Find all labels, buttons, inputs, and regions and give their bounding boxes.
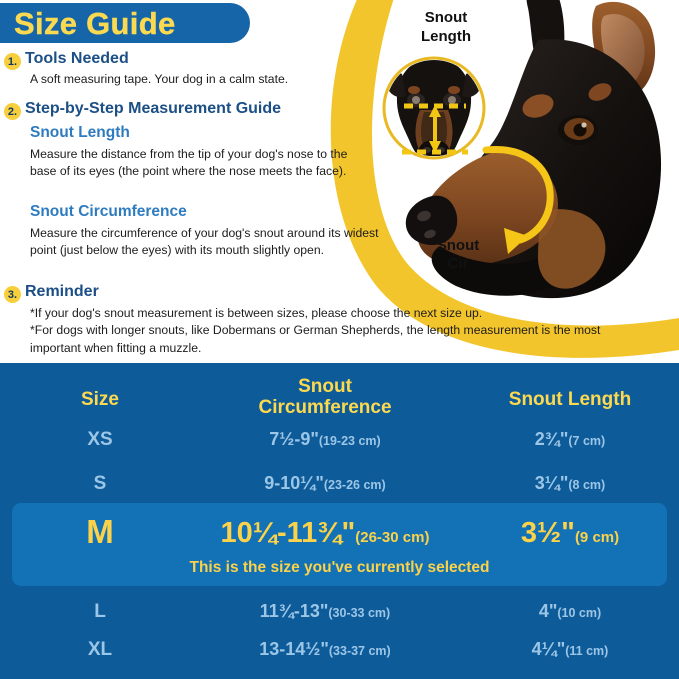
step-2-title: Step-by-Step Measurement Guide [25, 100, 282, 117]
instructions-section: Size Guide 1. Tools Needed A soft measur… [0, 0, 679, 358]
table-row-m-selected[interactable]: M 10¼-11¾"(26-30 cm) 3½"(9 cm) This is t… [12, 503, 667, 586]
reminder-note-1: *If your dog's snout measurement is betw… [30, 306, 483, 320]
row-s-length: 3¼"(8 cm) [470, 473, 670, 494]
row-s-circ-value: 9-10¼" [264, 473, 324, 493]
reminder-note-2: *For dogs with longer snouts, like Dober… [30, 323, 601, 355]
dog-photo-illustration: Snout Cir [352, 0, 679, 300]
snout-circumference-arrow [482, 146, 554, 254]
table-row-xl[interactable]: XL 13-14½"(33-37 cm) 4¼"(11 cm) [0, 639, 679, 675]
row-m-circ-cm: (26-30 cm) [355, 529, 430, 546]
row-xs-circumference: 7½-9"(19-23 cm) [195, 429, 455, 450]
step-3-badge: 3. [4, 286, 21, 303]
row-l-circ-value: 11¾-13" [259, 601, 329, 621]
row-xs-circ-value: 7½-9" [269, 429, 319, 449]
row-xl-length: 4¼"(11 cm) [470, 639, 670, 660]
row-xl-len-value: 4¼" [531, 639, 566, 659]
page-title: Size Guide [14, 5, 176, 41]
row-m-len-cm: (9 cm) [574, 529, 620, 546]
row-m-size: M [86, 513, 114, 550]
row-m-length: 3½"(9 cm) [470, 517, 670, 550]
row-xl-circumference: 13-14½"(33-37 cm) [195, 639, 455, 660]
step-3-title: Reminder [25, 283, 99, 300]
row-m-circumference: 10¼-11¾"(26-30 cm) [195, 517, 455, 550]
table-row-s[interactable]: S 9-10¼"(23-26 cm) 3¼"(8 cm) [0, 473, 679, 511]
table-row-l[interactable]: L 11¾-13"(30-33 cm) 4"(10 cm) [0, 601, 679, 637]
row-s-circ-cm: (23-26 cm) [323, 478, 386, 492]
row-xl-circ-cm: (33-37 cm) [328, 644, 391, 658]
row-l-circ-cm: (30-33 cm) [328, 606, 391, 620]
step-1-heading: 1. Tools Needed [4, 50, 129, 70]
snout-length-subheading: Snout Length [30, 124, 130, 141]
row-xl-len-cm: (11 cm) [565, 644, 609, 658]
row-l-len-cm: (10 cm) [557, 606, 602, 620]
header-circumference-line2: Circumference [258, 397, 392, 418]
row-xs-circ-cm: (19-23 cm) [318, 434, 381, 448]
size-table: Size Snout Circumference Snout Length XS… [0, 363, 679, 679]
row-xs-size: XS [87, 429, 113, 450]
snout-cir-label: Snout Cir [437, 237, 480, 272]
step-1-badge: 1. [4, 53, 21, 70]
snout-length-label-line2: Length [421, 28, 471, 45]
row-xs-len-cm: (7 cm) [568, 434, 606, 448]
row-s-size: S [93, 473, 107, 494]
row-xl-size: XL [87, 639, 113, 660]
snout-length-inset [382, 56, 486, 160]
step-1-title: Tools Needed [25, 50, 129, 67]
snout-length-description: Measure the distance from the tip of you… [30, 147, 348, 179]
step-3-heading: 3. Reminder [4, 283, 99, 303]
row-s-circumference: 9-10¼"(23-26 cm) [195, 473, 455, 494]
header-snout-length: Snout Length [508, 389, 632, 410]
step-1-body: A soft measuring tape. Your dog in a cal… [30, 72, 289, 86]
row-l-circumference: 11¾-13"(30-33 cm) [195, 601, 455, 622]
doberman-photo: Snout Cir [382, 0, 662, 299]
snout-circumference-description: Measure the circumference of your dog's … [30, 226, 379, 258]
row-s-len-cm: (8 cm) [568, 478, 606, 492]
step-2-heading: 2. Step-by-Step Measurement Guide [4, 100, 281, 120]
row-l-len-value: 4" [538, 601, 558, 621]
row-l-size: L [94, 601, 106, 622]
row-l-length: 4"(10 cm) [470, 601, 670, 622]
snout-length-label-line1: Snout [425, 9, 468, 26]
row-xs-length: 2¾"(7 cm) [470, 429, 670, 450]
table-row-xs[interactable]: XS 7½-9"(19-23 cm) 2¾"(7 cm) [0, 429, 679, 467]
snout-cir-label-line1: Snout [437, 237, 480, 254]
header-circumference-line1: Snout [298, 376, 352, 397]
dog-eye [558, 115, 598, 145]
snout-cir-label-line2: Cir [448, 255, 469, 272]
snout-circumference-subheading: Snout Circumference [30, 203, 187, 220]
snout-length-measure-arrow [402, 103, 468, 155]
row-xs-len-value: 2¾" [534, 429, 569, 449]
page-title-banner: Size Guide [0, 3, 250, 43]
table-header-row: Size Snout Circumference Snout Length [0, 371, 679, 419]
row-m-len-value: 3½" [520, 517, 575, 549]
selected-size-note: This is the size you've currently select… [189, 559, 490, 576]
snout-length-label: Snout Length [421, 9, 471, 45]
row-s-len-value: 3¼" [534, 473, 569, 493]
row-m-circ-value: 10¼-11¾" [220, 517, 356, 549]
header-size: Size [80, 389, 120, 410]
row-xl-circ-value: 13-14½" [259, 639, 329, 659]
step-2-badge: 2. [4, 103, 21, 120]
